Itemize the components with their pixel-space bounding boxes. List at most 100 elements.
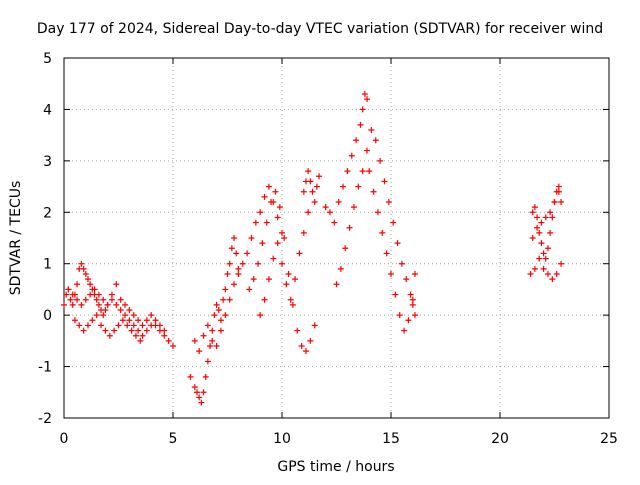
data-point: [544, 245, 551, 252]
data-point: [204, 358, 211, 365]
data-point: [549, 214, 556, 221]
data-point: [540, 250, 547, 257]
data-point: [364, 147, 371, 154]
data-point: [122, 301, 129, 308]
data-point: [100, 296, 107, 303]
x-tick-label: 0: [60, 431, 69, 447]
data-point: [233, 250, 240, 257]
data-point: [403, 276, 410, 283]
data-point: [71, 317, 78, 324]
plot-frame: [63, 57, 610, 419]
data-point: [335, 199, 342, 205]
data-point: [252, 219, 259, 226]
data-point: [388, 271, 394, 277]
data-point: [235, 271, 242, 277]
data-point: [261, 193, 268, 200]
data-point: [113, 281, 120, 288]
data-point: [69, 301, 76, 308]
data-point: [108, 291, 115, 298]
data-point: [307, 178, 314, 185]
data-point: [337, 265, 344, 272]
data-point: [549, 276, 556, 283]
data-point: [359, 168, 366, 175]
data-point: [311, 322, 318, 329]
data-point: [272, 188, 279, 195]
y-tick-label: -1: [38, 360, 52, 376]
data-point: [213, 301, 220, 308]
data-point: [411, 271, 418, 277]
data-point: [340, 183, 347, 190]
data-point: [191, 337, 198, 344]
data-point: [200, 332, 207, 339]
data-point: [259, 240, 266, 247]
data-point: [298, 343, 305, 349]
data-points: [61, 91, 565, 406]
data-point: [263, 219, 270, 226]
data-point: [246, 286, 253, 293]
data-point: [124, 322, 131, 329]
data-point: [61, 301, 67, 308]
data-point: [130, 322, 137, 329]
x-tick-label: 20: [491, 431, 509, 447]
y-tick-label: 2: [43, 205, 52, 221]
data-point: [534, 214, 541, 221]
data-point: [529, 235, 536, 241]
data-point: [366, 168, 373, 175]
grid-lines: [64, 58, 609, 418]
data-point: [239, 260, 246, 267]
chart-title: Day 177 of 2024, Sidereal Day-to-day VTE…: [37, 21, 603, 37]
data-point: [268, 199, 275, 205]
data-point: [135, 317, 142, 324]
data-point: [296, 250, 303, 257]
data-point: [222, 312, 229, 319]
x-tick-label: 25: [600, 431, 618, 447]
data-point: [279, 229, 285, 236]
data-point: [364, 96, 371, 103]
data-point: [379, 229, 386, 236]
data-point: [104, 301, 111, 308]
data-point: [377, 157, 384, 164]
data-point: [108, 296, 115, 303]
data-point: [78, 301, 85, 308]
data-point: [322, 204, 329, 211]
data-point: [80, 265, 87, 272]
axis-ticks: 0 5 10 15 20 25 -2 -1 0 1 2 3 4 5: [38, 51, 618, 447]
data-point: [231, 235, 238, 241]
data-point: [100, 312, 107, 319]
data-point: [95, 291, 102, 298]
data-point: [226, 260, 233, 267]
data-point: [143, 327, 150, 334]
data-point: [401, 327, 408, 334]
data-point: [331, 219, 338, 226]
data-point: [357, 121, 364, 128]
data-point: [279, 260, 285, 267]
data-point: [531, 204, 538, 211]
data-point: [198, 399, 205, 406]
data-point: [65, 286, 72, 293]
data-point: [209, 337, 216, 344]
data-point: [300, 229, 307, 236]
data-point: [222, 286, 229, 293]
data-point: [74, 296, 81, 303]
data-point: [87, 281, 94, 288]
data-point: [137, 337, 144, 344]
data-point: [300, 188, 307, 195]
data-point: [544, 271, 551, 277]
data-point: [106, 332, 113, 339]
data-point: [93, 312, 100, 319]
data-point: [529, 209, 536, 216]
data-point: [67, 296, 74, 303]
x-tick-label: 10: [273, 431, 291, 447]
data-point: [555, 183, 562, 190]
data-point: [224, 271, 231, 277]
data-point: [344, 168, 351, 175]
data-point: [333, 281, 340, 288]
data-point: [411, 312, 418, 319]
y-tick-label: 3: [43, 154, 52, 170]
data-point: [281, 235, 288, 241]
data-point: [398, 260, 405, 267]
data-point: [316, 173, 323, 180]
y-tick-label: 5: [43, 51, 52, 67]
data-point: [353, 137, 360, 144]
data-point: [220, 296, 227, 303]
